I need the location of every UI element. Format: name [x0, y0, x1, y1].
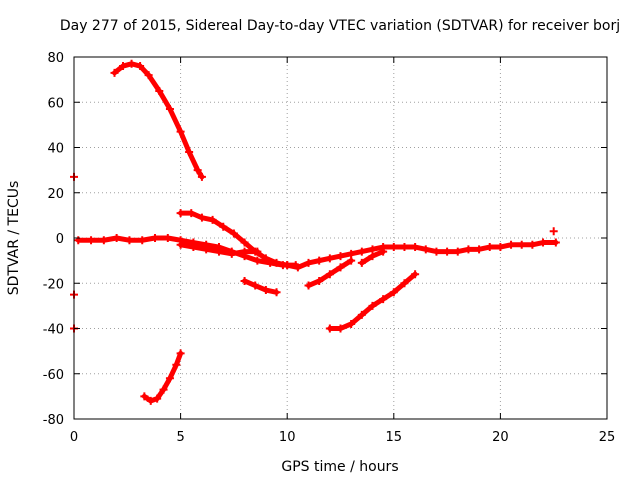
series-trace: [306, 258, 354, 289]
x-tick-label: 5: [176, 430, 184, 445]
x-tick-label: 15: [386, 430, 403, 445]
series-arc-lower-rise: [304, 256, 356, 290]
series-trace: [327, 271, 418, 331]
y-tick-label: -40: [43, 323, 64, 338]
series-trace: [141, 350, 184, 404]
series-arc-dip: [240, 276, 281, 297]
y-tick-label: -80: [43, 413, 64, 428]
x-axis-label: GPS time / hours: [281, 459, 398, 475]
series-arc-rise-right: [283, 238, 560, 272]
chart-title: Day 277 of 2015, Sidereal Day-to-day VTE…: [60, 18, 620, 34]
series-isolated: [70, 172, 558, 333]
y-tick-label: 20: [47, 187, 64, 202]
x-tick-label: 0: [70, 430, 78, 445]
axis-ticks: 0 5 10 15 20 25 -80 -60 -40 -20 0 20 40 60 80: [43, 51, 616, 445]
series-arc-mid-b: [176, 240, 262, 258]
series-trace: [284, 240, 559, 270]
data-point: [549, 227, 558, 236]
y-tick-label: 60: [47, 96, 64, 111]
series-arc-bottom-right: [325, 270, 420, 333]
series-arc-high: [110, 59, 206, 181]
y-tick-label: -60: [43, 368, 64, 383]
series-trace: [75, 235, 299, 268]
x-tick-label: 25: [599, 430, 616, 445]
series-arc-right-short: [357, 247, 388, 267]
series-trace: [242, 278, 280, 295]
y-tick-label: 40: [47, 142, 64, 157]
series-trace: [178, 210, 290, 268]
y-tick-label: 80: [47, 51, 64, 66]
series-arc-low-negative: [140, 349, 185, 405]
series-trace: [359, 249, 386, 266]
series-band-zero-left: [74, 234, 300, 270]
y-axis-label: SDTVAR / TECUs: [6, 181, 22, 296]
y-tick-label: 0: [56, 232, 64, 247]
x-tick-label: 20: [492, 430, 509, 445]
grid: [74, 57, 607, 419]
data-points: [70, 59, 560, 405]
y-tick-label: -20: [43, 277, 64, 292]
series-trace: [112, 61, 205, 180]
series-trace: [178, 242, 260, 257]
x-tick-label: 10: [279, 430, 296, 445]
